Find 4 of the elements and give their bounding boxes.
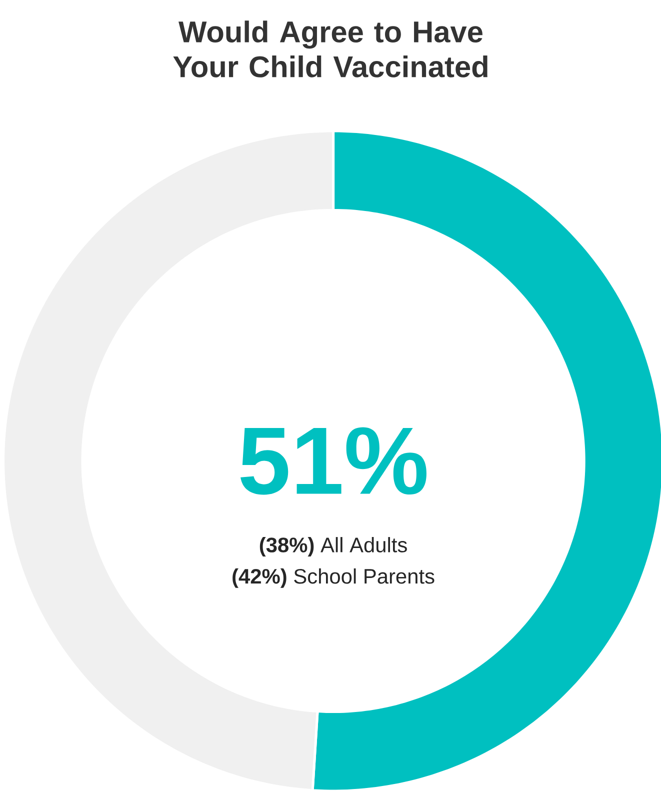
chart-title: Would Agree to Have Your Child Vaccinated	[173, 20, 488, 78]
data-label: 51%	[240, 427, 426, 495]
text: (42%) School Parents	[232, 568, 434, 588]
text: (38%) All Adults	[260, 537, 407, 557]
